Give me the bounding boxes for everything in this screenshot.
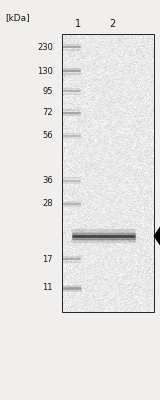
Text: 56: 56 [42, 132, 53, 140]
Text: 230: 230 [37, 43, 53, 52]
Text: [kDa]: [kDa] [5, 14, 29, 22]
Text: 36: 36 [42, 176, 53, 185]
Text: 2: 2 [109, 19, 115, 29]
Text: 1: 1 [75, 19, 81, 29]
Text: 11: 11 [42, 284, 53, 292]
Text: 28: 28 [42, 200, 53, 208]
Text: 130: 130 [37, 67, 53, 76]
Polygon shape [154, 226, 160, 246]
Text: 17: 17 [42, 255, 53, 264]
Text: 72: 72 [42, 108, 53, 117]
Text: 95: 95 [42, 87, 53, 96]
Bar [62, 34, 154, 312]
